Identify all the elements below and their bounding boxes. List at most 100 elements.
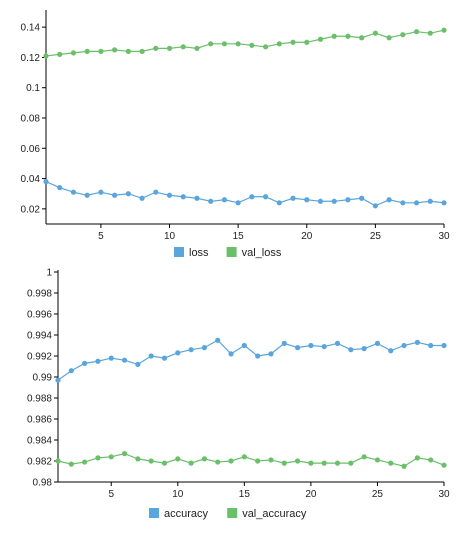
data-point-val_loss xyxy=(345,33,351,39)
data-point-accuracy xyxy=(188,347,194,353)
y-tick-label: 0.14 xyxy=(21,23,41,34)
data-point-val_accuracy xyxy=(201,456,208,462)
y-tick-label: 0.08 xyxy=(21,114,41,125)
data-point-accuracy xyxy=(334,340,341,346)
data-point-val_loss xyxy=(331,33,337,39)
data-point-accuracy xyxy=(175,350,181,356)
data-point-val_loss xyxy=(194,45,200,51)
data-point-val_accuracy xyxy=(308,460,314,466)
data-point-val_loss xyxy=(290,39,296,45)
data-point-accuracy xyxy=(268,351,274,357)
y-tick-label: 0.996 xyxy=(27,310,52,321)
data-point-val_loss xyxy=(166,45,173,51)
data-point-val_loss xyxy=(70,50,77,56)
data-point-val_loss xyxy=(249,42,255,48)
data-point-val_accuracy xyxy=(268,457,274,463)
data-point-loss xyxy=(276,200,282,206)
data-point-loss xyxy=(84,192,90,198)
data-point-val_loss xyxy=(359,35,365,41)
data-point-accuracy xyxy=(121,357,128,363)
data-point-loss xyxy=(262,194,269,200)
data-point-accuracy xyxy=(228,351,234,357)
data-point-val_accuracy xyxy=(215,459,221,465)
x-tick-label: 25 xyxy=(372,489,384,500)
data-point-loss xyxy=(427,198,433,204)
data-point-val_loss xyxy=(386,35,392,41)
data-point-val_accuracy xyxy=(388,460,394,466)
x-tick-label: 15 xyxy=(233,231,245,242)
x-tick-label: 30 xyxy=(438,489,450,500)
data-point-val_accuracy xyxy=(361,454,367,460)
data-point-loss xyxy=(317,198,324,204)
data-point-accuracy xyxy=(441,342,447,349)
data-point-accuracy xyxy=(321,343,327,350)
x-tick-label: 15 xyxy=(239,489,251,500)
y-tick-label: 0.982 xyxy=(27,457,52,468)
data-point-val_loss xyxy=(276,41,282,47)
data-point-val_accuracy xyxy=(148,458,154,464)
data-point-val_accuracy xyxy=(428,457,434,463)
data-point-accuracy xyxy=(82,360,88,366)
data-point-val_accuracy xyxy=(241,454,247,460)
data-point-loss xyxy=(331,198,337,204)
legend-label-val_accuracy: val_accuracy xyxy=(242,508,307,520)
data-point-val_loss xyxy=(43,53,49,59)
data-point-loss xyxy=(249,194,255,200)
data-point-loss xyxy=(180,194,186,200)
data-point-val_accuracy xyxy=(334,460,341,466)
data-point-val_accuracy xyxy=(348,460,354,466)
legend-swatch-accuracy xyxy=(149,508,159,518)
data-point-accuracy xyxy=(161,355,168,361)
y-tick-label: 0.1 xyxy=(26,83,40,94)
data-point-accuracy xyxy=(374,340,381,346)
legend-label-loss: loss xyxy=(189,247,209,259)
data-point-loss xyxy=(221,197,228,203)
y-tick-label: 0.986 xyxy=(27,415,52,426)
data-point-val_accuracy xyxy=(374,457,381,463)
data-point-accuracy xyxy=(414,339,420,345)
data-point-val_loss xyxy=(98,48,104,54)
data-point-val_accuracy xyxy=(228,458,234,464)
x-tick-label: 10 xyxy=(164,231,176,242)
data-point-loss xyxy=(194,195,200,201)
data-point-val_loss xyxy=(57,51,63,58)
x-tick-label: 5 xyxy=(108,489,114,500)
data-point-loss xyxy=(43,179,49,185)
data-point-accuracy xyxy=(55,377,61,383)
data-point-val_loss xyxy=(441,27,447,33)
data-point-val_loss xyxy=(427,30,433,36)
data-point-val_loss xyxy=(413,29,420,35)
data-point-accuracy xyxy=(108,355,114,361)
data-point-loss xyxy=(345,197,351,203)
y-tick-label: 0.99 xyxy=(33,373,53,384)
data-point-val_loss xyxy=(112,47,118,53)
data-point-val_loss xyxy=(125,48,131,54)
data-point-val_loss xyxy=(84,48,90,54)
x-tick-label: 5 xyxy=(98,231,104,242)
legend-label-val_loss: val_loss xyxy=(242,247,282,259)
data-point-val_accuracy xyxy=(255,458,261,464)
chart-1: 0.02 0.04 0.06 0.08 0.1 0.12 0.14 5 10 15 20 25 30 lo… xyxy=(21,10,450,259)
data-point-val_accuracy xyxy=(82,459,88,465)
data-point-loss xyxy=(400,200,406,206)
data-point-val_loss xyxy=(153,45,159,51)
data-point-accuracy xyxy=(348,347,354,353)
data-point-accuracy xyxy=(201,345,208,351)
data-point-loss xyxy=(112,192,118,198)
data-point-accuracy xyxy=(241,342,247,349)
data-point-accuracy xyxy=(428,342,434,349)
data-point-accuracy xyxy=(135,361,141,367)
data-point-val_accuracy xyxy=(55,458,61,464)
data-point-accuracy xyxy=(294,345,301,351)
legend-swatch-val_loss xyxy=(226,247,237,257)
data-point-val_loss xyxy=(372,30,378,36)
data-point-loss xyxy=(359,195,365,201)
y-tick-label: 0.98 xyxy=(33,478,53,489)
data-point-loss xyxy=(153,189,159,195)
data-point-val_accuracy xyxy=(294,458,301,464)
data-point-accuracy xyxy=(308,342,314,349)
data-point-val_loss xyxy=(221,41,228,47)
data-point-val_accuracy xyxy=(161,460,168,466)
